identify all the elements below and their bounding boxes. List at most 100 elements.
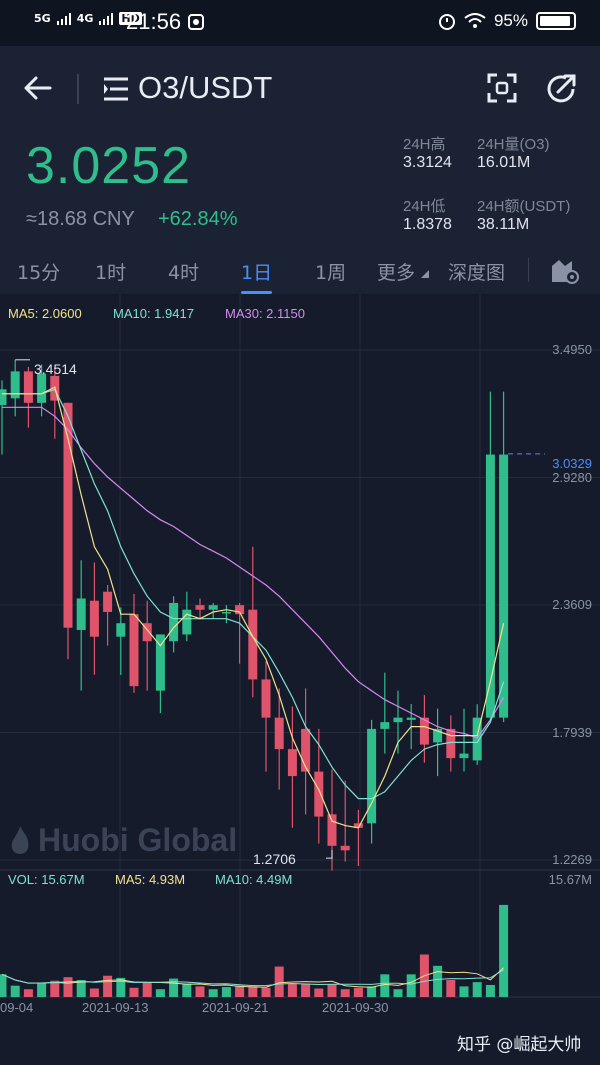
volume-bar <box>208 989 218 997</box>
candle-body <box>169 602 179 642</box>
price-axis-label: 3.4950 <box>552 342 592 357</box>
volume-bar <box>10 985 20 997</box>
volume-bar <box>116 977 126 997</box>
tab-1w[interactable]: 1周 <box>315 262 347 284</box>
volume-bar <box>235 985 245 997</box>
volume-bar <box>499 904 509 997</box>
volume-bar <box>129 987 139 997</box>
fullscreen-icon[interactable] <box>486 72 518 104</box>
date-label: 09-04 <box>0 1000 34 1015</box>
candle-body <box>287 749 297 777</box>
tab-4h[interactable]: 4时 <box>168 262 200 284</box>
current-price-label: 3.0329 <box>552 456 592 471</box>
tab-1d[interactable]: 1日 <box>241 262 273 284</box>
candle-body <box>499 454 509 718</box>
volume-bar <box>23 989 33 997</box>
tab-separator <box>528 258 529 282</box>
candle-body <box>353 823 363 828</box>
volume-bar <box>50 980 60 997</box>
candle-body <box>208 605 218 610</box>
more-dropdown-icon <box>421 270 429 278</box>
volume-bar <box>327 984 337 997</box>
volume-bar <box>169 978 179 997</box>
candle-body <box>76 598 86 630</box>
candle-body <box>433 728 443 743</box>
tab-15m[interactable]: 15分 <box>17 262 61 284</box>
network-indicators: 5G 4G HD <box>34 12 142 25</box>
volume-bar <box>301 983 311 997</box>
candle-body <box>459 753 469 759</box>
volume-bar <box>446 979 456 997</box>
candle-body <box>485 454 495 718</box>
candle-body <box>274 717 284 750</box>
volume-bar <box>37 982 47 997</box>
amount-label: 24H额(USDT) <box>477 198 571 215</box>
volume-bar <box>103 975 113 997</box>
status-bar: 5G 4G HD 21:56 95% <box>0 0 600 46</box>
active-tab-indicator <box>241 291 272 294</box>
volume-bar <box>261 987 271 997</box>
volume-bar <box>76 979 86 997</box>
candle-body <box>0 389 7 406</box>
candlestick-chart[interactable] <box>0 294 600 1065</box>
ma10-legend: MA10: 1.9417 <box>113 306 194 321</box>
volume-ma10-line <box>1 969 504 987</box>
candle-body <box>182 609 192 635</box>
candle-body <box>419 717 429 745</box>
last-price: 3.0252 <box>26 137 192 195</box>
volume-bar <box>485 984 495 997</box>
tab-1h[interactable]: 1时 <box>95 262 127 284</box>
tab-more[interactable]: 更多 <box>377 262 416 284</box>
header: O3/USDT <box>0 46 600 136</box>
candle-body <box>380 722 390 729</box>
candle-body <box>142 623 152 642</box>
candle-body <box>248 609 258 680</box>
cny-price: ≈18.68 CNY <box>26 208 135 230</box>
watermark-text: Huobi Global <box>38 822 238 858</box>
price-axis-label: 1.7939 <box>552 725 592 740</box>
low-value: 1.8378 <box>403 216 452 233</box>
chart-settings-icon[interactable] <box>550 256 580 284</box>
candle-body <box>63 402 73 628</box>
candle-body <box>10 371 20 399</box>
back-arrow-icon[interactable] <box>22 72 54 104</box>
candle-body <box>406 717 416 720</box>
price-axis-label: 1.2269 <box>552 852 592 867</box>
volume-bar <box>459 986 469 997</box>
volume-bar <box>155 989 165 997</box>
low-label: 24H低 <box>403 198 446 215</box>
wifi-icon <box>464 13 486 28</box>
battery-percent: 95% <box>493 11 528 30</box>
price-axis-label: 2.3609 <box>552 597 592 612</box>
screen-record-icon <box>188 14 204 30</box>
volume-bar <box>287 983 297 997</box>
date-label: 2021-09-30 <box>322 1000 389 1015</box>
volume-bar <box>0 974 7 997</box>
candle-body <box>327 814 337 846</box>
ma30-line <box>2 406 505 739</box>
candle-body <box>314 771 324 817</box>
kline-chart[interactable]: MA5: 2.0600 MA10: 1.9417 MA30: 2.1150 3.… <box>0 294 600 1065</box>
candle-body <box>235 605 245 615</box>
price-change: +62.84% <box>158 208 238 230</box>
high-label: 24H高 <box>403 136 446 153</box>
candle-body <box>301 728 311 772</box>
vol-legend: VOL: 15.67M <box>8 872 85 887</box>
ticker-panel: 3.0252 ≈18.68 CNY +62.84% 24H高 3.3124 24… <box>0 136 600 244</box>
volume-bar <box>221 987 231 997</box>
volume-bar <box>380 974 390 997</box>
price-axis-label: 2.9280 <box>552 470 592 485</box>
volume-bar <box>248 986 258 997</box>
tab-depth[interactable]: 深度图 <box>448 262 506 284</box>
pair-menu-icon[interactable] <box>102 76 130 102</box>
battery-icon <box>536 12 576 30</box>
share-icon[interactable] <box>544 72 578 106</box>
volume-bar <box>472 982 482 997</box>
volume-axis-max: 15.67M <box>548 872 592 887</box>
volume-bar <box>406 974 416 997</box>
volume-bar <box>195 986 205 997</box>
ma30-legend: MA30: 2.1150 <box>225 306 305 321</box>
high-value: 3.3124 <box>403 154 452 171</box>
pair-title[interactable]: O3/USDT <box>138 70 273 105</box>
candle-body <box>261 679 271 718</box>
